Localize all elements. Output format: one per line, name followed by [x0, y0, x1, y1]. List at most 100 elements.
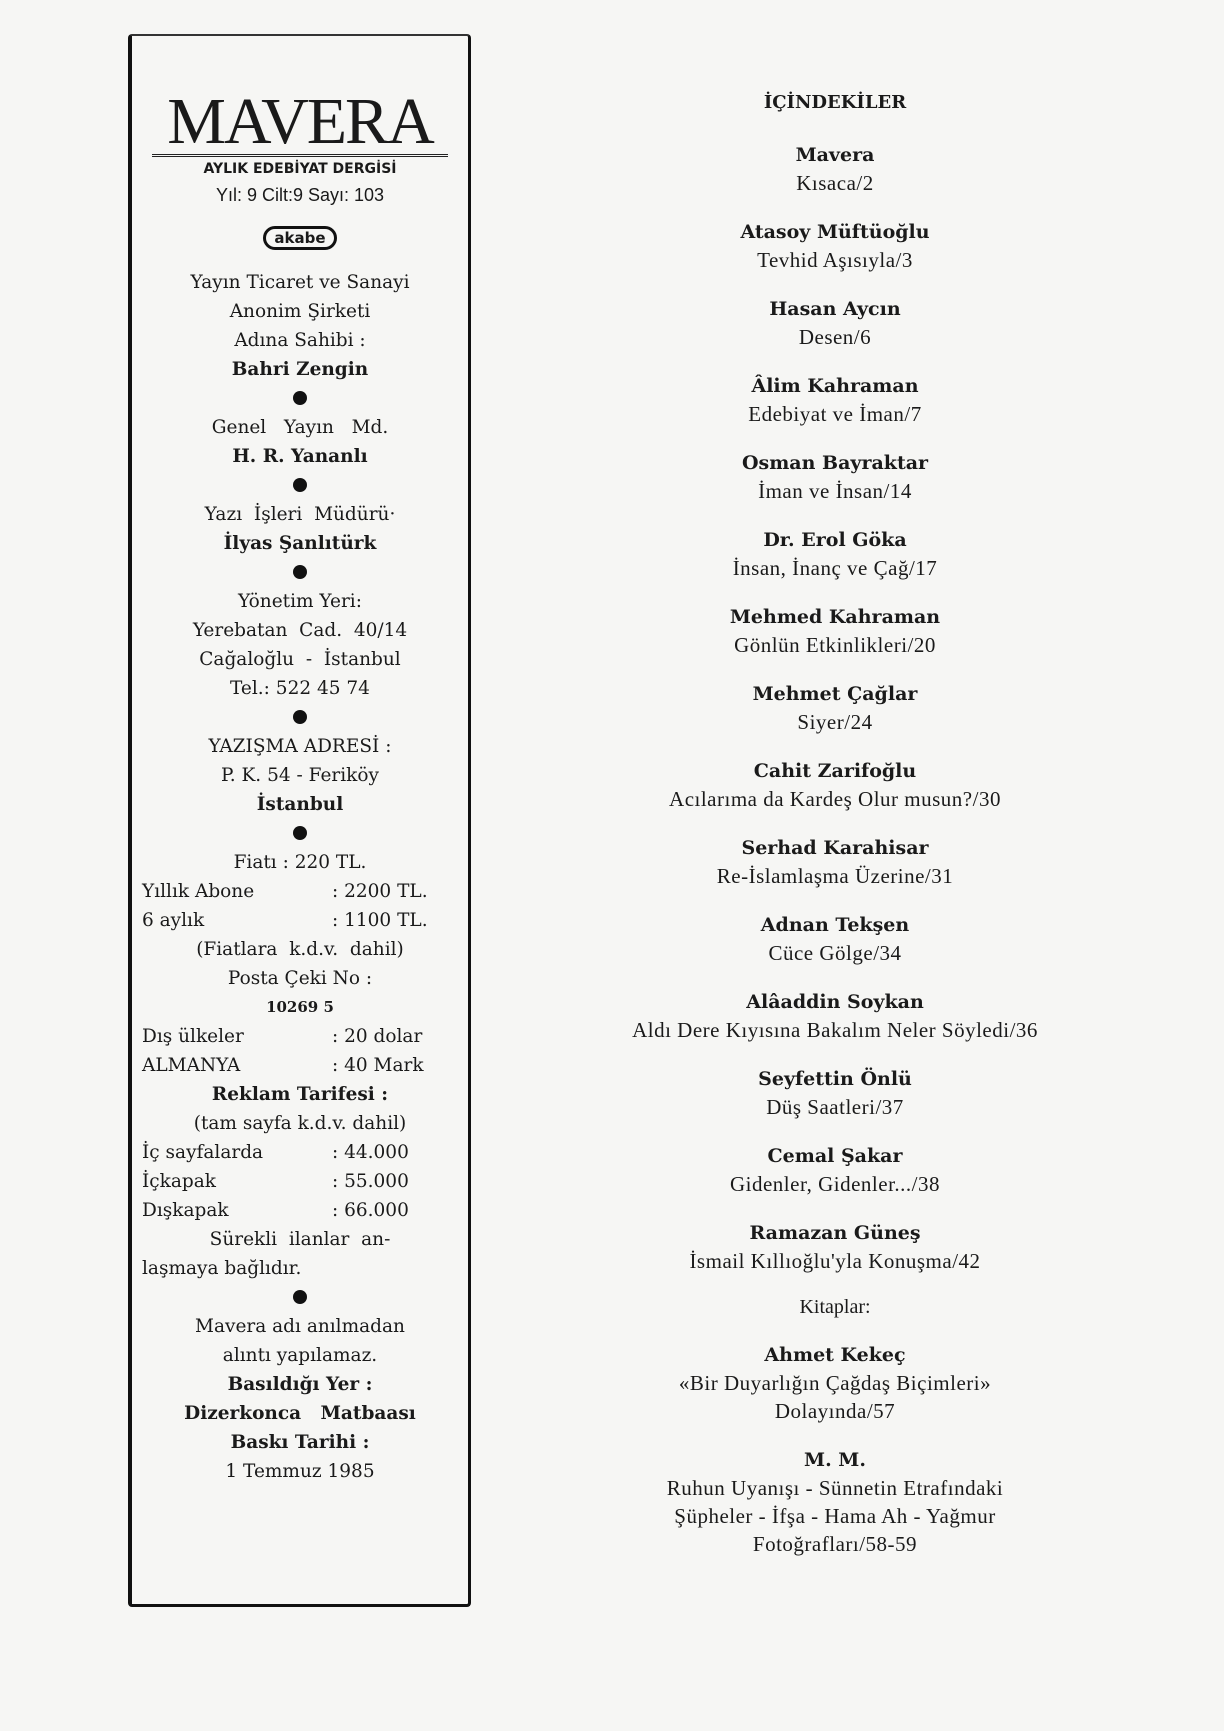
label: İçkapak — [142, 1171, 216, 1192]
imprint-line: alıntı yapılamaz. — [222, 1345, 378, 1366]
toc-title: Gidenler, Gidenler.../38 — [729, 1172, 941, 1196]
imprint-line: Tel.: 522 45 74 — [230, 678, 370, 699]
imprint-line: laşmaya bağlıdır. — [142, 1258, 302, 1279]
table-of-contents: İÇİNDEKİLER Mavera Kısaca/2 Atasoy Müftüoğ… — [520, 92, 1150, 1579]
imprint-line: Cağaloğlu - İstanbul — [199, 649, 401, 670]
toc-title: Re-İslamlaşma Üzerine/31 — [716, 864, 954, 888]
imprint-line: Mavera adı anılmadan — [195, 1316, 405, 1337]
price-row: İç sayfalarda : 44.000 — [142, 1138, 458, 1167]
general-manager-name: H. R. Yananlı — [232, 446, 368, 467]
value: : 20 dolar — [332, 1026, 423, 1047]
bullet-icon — [293, 826, 307, 840]
magazine-logo: MAVERA — [152, 89, 448, 157]
toc-author: Atasoy Müftüoğlu — [740, 221, 930, 243]
toc-entry: Seyfettin Önlü Düş Saatleri/37 — [520, 1065, 1150, 1121]
imprint-line: Reklam Tarifesi : — [211, 1084, 389, 1105]
toc-entry: Dr. Erol Göka İnsan, İnanç ve Çağ/17 — [520, 526, 1150, 582]
bullet-icon — [293, 391, 307, 405]
price: Fiatı : 220 TL. — [233, 852, 367, 873]
publisher-logo: akabe — [263, 226, 337, 250]
toc-title-line: «Bir Duyarlığın Çağdaş Biçimleri» — [678, 1371, 992, 1395]
toc-title-line: Dolayında/57 — [774, 1399, 896, 1423]
label: Yıllık Abone — [142, 881, 255, 902]
toc-title-line: Ruhun Uyanışı - Sünnetin Etrafındaki — [666, 1476, 1004, 1500]
toc-author: Ramazan Güneş — [749, 1222, 921, 1244]
label: 6 aylık — [142, 910, 205, 931]
value: : 66.000 — [332, 1200, 409, 1221]
toc-author: Ahmet Kekeç — [764, 1344, 906, 1366]
toc-author: Adnan Tekşen — [760, 914, 910, 936]
value: : 1100 TL. — [332, 910, 428, 931]
toc-heading: İÇİNDEKİLER — [763, 92, 907, 113]
price-row: Dış ülkeler : 20 dolar — [142, 1022, 458, 1051]
toc-title: Kısaca/2 — [796, 171, 874, 195]
toc-title: Tevhid Aşısıyla/3 — [757, 248, 913, 272]
toc-author: Cahit Zarifoğlu — [753, 760, 917, 782]
toc-entry: Hasan Aycın Desen/6 — [520, 295, 1150, 351]
value: : 40 Mark — [332, 1055, 424, 1076]
price-row: Yıllık Abone: 2200 TL. — [142, 877, 458, 906]
masthead: MAVERA AYLIK EDEBİYAT DERGİSİ Yıl: 9 Cil… — [132, 89, 468, 268]
toc-author: Dr. Erol Göka — [763, 529, 907, 551]
imprint-line: YAZIŞMA ADRESİ : — [208, 736, 392, 757]
toc-entry: Atasoy Müftüoğlu Tevhid Aşısıyla/3 — [520, 218, 1150, 274]
imprint-line: Yazı İşleri Müdürü· — [204, 504, 396, 525]
magazine-subtitle: AYLIK EDEBİYAT DERGİSİ — [203, 161, 397, 177]
toc-books: Ahmet Kekeç «Bir Duyarlığın Çağdaş Biçiml… — [520, 1341, 1150, 1558]
label: Dışkapak — [142, 1200, 229, 1221]
imprint-line: Yerebatan Cad. 40/14 — [192, 620, 408, 641]
toc-title: Aldı Dere Kıyısına Bakalım Neler Söyledi… — [632, 1018, 1038, 1042]
label: Dış ülkeler — [142, 1026, 244, 1047]
printer-name: Dizerkonca Matbaası — [184, 1403, 416, 1424]
imprint-line: Anonim Şirketi — [229, 301, 371, 322]
toc-title: Desen/6 — [798, 325, 872, 349]
toc-author: Alâaddin Soykan — [746, 991, 924, 1013]
toc-entry: Alâaddin Soykan Aldı Dere Kıyısına Bakalı… — [520, 988, 1150, 1044]
toc-book-entry: M. M. Ruhun Uyanışı - Sünnetin Etrafındak… — [520, 1446, 1150, 1558]
value: : 55.000 — [332, 1171, 409, 1192]
price-row: 6 aylık : 1100 TL. — [142, 906, 458, 935]
label: ALMANYA — [142, 1055, 241, 1076]
toc-title: Düş Saatleri/37 — [766, 1095, 904, 1119]
toc-entry: Adnan Tekşen Cüce Gölge/34 — [520, 911, 1150, 967]
print-date: 1 Temmuz 1985 — [225, 1461, 375, 1482]
value: : 44.000 — [332, 1142, 409, 1163]
bullet-icon — [293, 478, 307, 492]
toc-entry: Mehmet Çağlar Siyer/24 — [520, 680, 1150, 736]
toc-title: Cüce Gölge/34 — [768, 941, 902, 965]
books-label: Kitaplar: — [799, 1296, 871, 1318]
toc-author: Âlim Kahraman — [751, 375, 919, 397]
toc-title-line: Fotoğrafları/58-59 — [752, 1532, 918, 1556]
toc-entry: Cahit Zarifoğlu Acılarıma da Kardeş Olur … — [520, 757, 1150, 813]
toc-entry: Mavera Kısaca/2 — [520, 141, 1150, 197]
toc-entry: Mehmed Kahraman Gönlün Etkinlikleri/20 — [520, 603, 1150, 659]
toc-entry: Serhad Karahisar Re-İslamlaşma Üzerine/31 — [520, 834, 1150, 890]
imprint-line: Sürekli ilanlar an- — [209, 1229, 391, 1250]
imprint-line: Baskı Tarihi : — [230, 1432, 370, 1453]
imprint-line: P. K. 54 - Feriköy — [221, 765, 379, 786]
imprint-line: İstanbul — [256, 794, 344, 815]
imprint-line: (tam sayfa k.d.v. dahil) — [193, 1113, 407, 1134]
toc-author: Osman Bayraktar — [741, 452, 929, 474]
bullet-icon — [293, 1290, 307, 1304]
owner-name: Bahri Zengin — [231, 359, 369, 380]
toc-author: Hasan Aycın — [769, 298, 901, 320]
price-row: İçkapak : 55.000 — [142, 1167, 458, 1196]
price-row: ALMANYA : 40 Mark — [142, 1051, 458, 1080]
imprint-line: Posta Çeki No : — [227, 968, 373, 989]
label: İç sayfalarda — [142, 1142, 264, 1163]
toc-author: Seyfettin Önlü — [758, 1068, 912, 1090]
toc-title: Edebiyat ve İman/7 — [748, 402, 922, 426]
imprint-line: (Fiatlara k.d.v. dahil) — [196, 939, 404, 960]
toc-title: Acılarıma da Kardeş Olur musun?/30 — [669, 787, 1001, 811]
toc-title: Gönlün Etkinlikleri/20 — [734, 633, 936, 657]
editor-name: İlyas Şanlıtürk — [223, 533, 377, 554]
bullet-icon — [293, 710, 307, 724]
imprint-line: Basıldığı Yer : — [227, 1374, 373, 1395]
imprint-line: Adına Sahibi : — [234, 330, 366, 351]
imprint-line: Yönetim Yeri: — [238, 591, 362, 612]
toc-author: Serhad Karahisar — [741, 837, 929, 859]
issue-info: Yıl: 9 Cilt:9 Sayı: 103 — [215, 185, 385, 205]
imprint-line: Yayın Ticaret ve Sanayi — [190, 272, 410, 293]
price-row: Dışkapak : 66.000 — [142, 1196, 458, 1225]
